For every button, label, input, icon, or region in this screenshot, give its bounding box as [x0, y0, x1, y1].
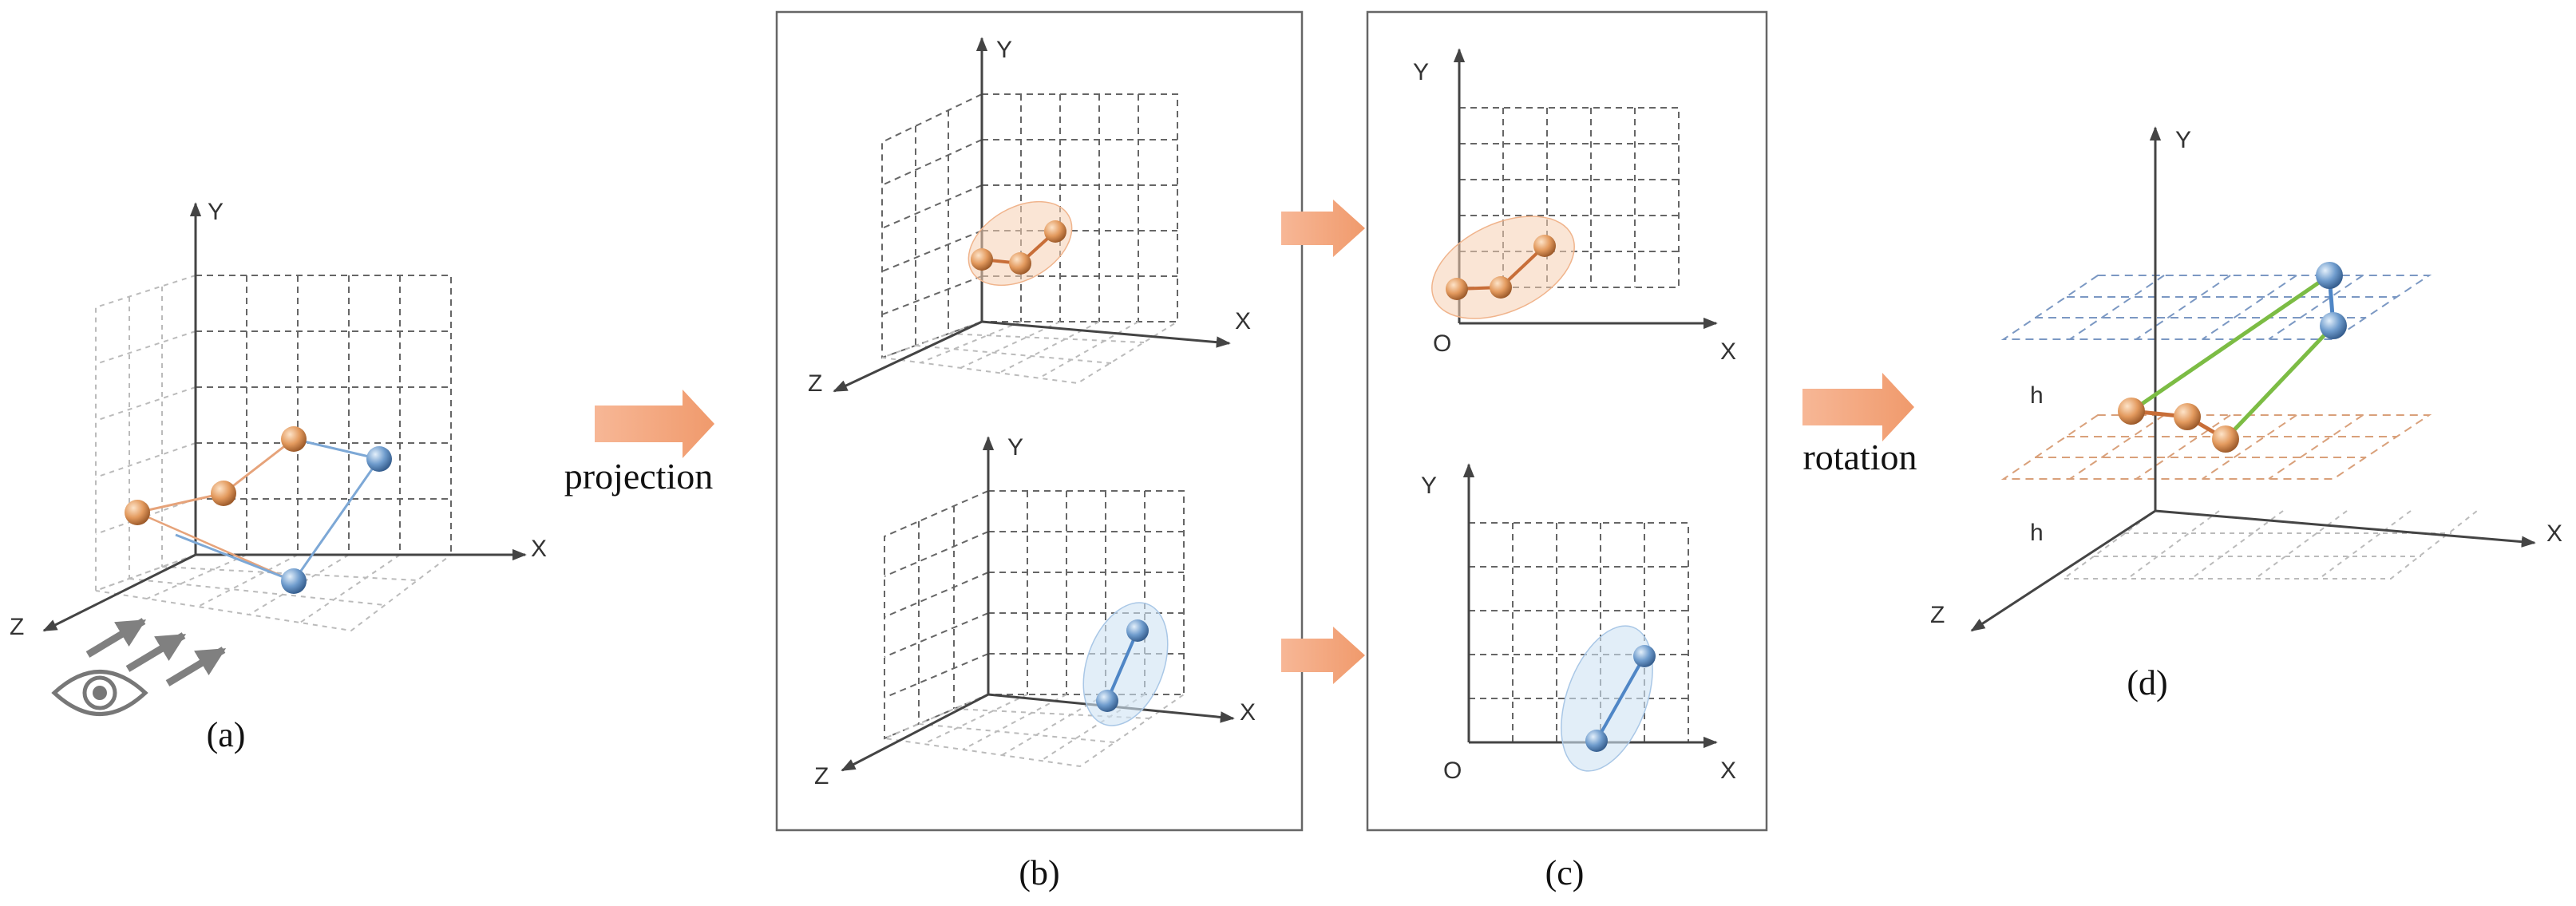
joint-orange — [281, 426, 307, 452]
joint-orange — [1490, 276, 1512, 299]
joint-blue — [1096, 690, 1118, 712]
panel-a-yz-grid — [95, 275, 196, 592]
panel-c-bottom-plot: Y X O — [1421, 463, 1736, 784]
panel-c-top-plot: Y X O — [1413, 48, 1736, 365]
blue-plane-grid — [2000, 275, 2432, 340]
panel-a-z-axis — [42, 553, 196, 632]
joint-orange — [2118, 398, 2145, 425]
joint-blue — [2316, 262, 2343, 289]
panel-d-z-axis — [1970, 509, 2156, 632]
panel-d-y-label: Y — [2175, 127, 2191, 153]
panel-b-bottom-x-label: X — [1240, 699, 1256, 726]
panel-c-top-x-label: X — [1720, 338, 1736, 365]
panel-b-top-z-label: Z — [808, 370, 822, 397]
joint-orange — [1009, 252, 1031, 275]
projection-label: projection — [564, 456, 714, 497]
height-label-upper: h — [2030, 382, 2044, 409]
orange-plane-grid — [2000, 414, 2432, 480]
joint-blue — [281, 568, 307, 594]
joint-orange — [1446, 278, 1468, 300]
height-label-lower: h — [2030, 520, 2044, 546]
panel-b-top-plot: Y X Z — [808, 37, 1251, 397]
blue-highlight-ellipse — [1082, 602, 1169, 726]
panel-c-bottom-y-label: Y — [1421, 473, 1437, 499]
joint-orange — [2174, 403, 2201, 430]
panel-c-top-y-label: Y — [1413, 59, 1429, 85]
panel-b-frame — [775, 10, 1304, 832]
panel-b-top-x-axis — [981, 320, 1231, 348]
rotation-arrow: rotation — [1802, 373, 1917, 477]
viewing-direction-arrows — [85, 618, 227, 686]
joint-blue — [366, 446, 392, 472]
panel-c-caption: (c) — [1545, 853, 1585, 892]
panel-b-bottom-z-label: Z — [814, 763, 829, 789]
orange-highlight-ellipse — [1431, 216, 1575, 319]
panel-b-bottom-z-axis — [841, 693, 989, 772]
panel-d-z-label: Z — [1930, 602, 1945, 628]
eye-icon — [51, 670, 148, 716]
panel-b-top-z-axis — [833, 320, 983, 393]
rotation-label: rotation — [1802, 437, 1917, 477]
panel-a-z-label: Z — [10, 614, 24, 640]
panel-a: Y X Z (a) — [10, 199, 547, 754]
panel-a-xy-grid — [195, 275, 452, 556]
panel-b-bottom-y-label: Y — [1007, 434, 1023, 461]
panel-d-caption: (d) — [2127, 663, 2167, 702]
panel-c-frame — [1366, 10, 1768, 832]
panel-c-bottom-x-label: X — [1720, 758, 1736, 784]
joint-blue — [1126, 619, 1149, 642]
panel-a-xz-grid — [95, 554, 452, 632]
joint-orange — [1044, 220, 1066, 243]
panel-d-x-label: X — [2546, 520, 2562, 547]
panel-a-x-label: X — [531, 536, 547, 562]
panel-b-bottom-plot: Y X Z — [814, 434, 1256, 789]
projection-arrow: projection — [564, 390, 714, 497]
joint-blue — [1585, 730, 1608, 752]
panel-b-caption: (b) — [1019, 853, 1059, 892]
joint-orange — [2212, 425, 2239, 453]
panel-c-bottom-origin: O — [1443, 758, 1462, 784]
panel-a-caption: (a) — [207, 715, 246, 754]
joint-orange — [211, 481, 236, 506]
panel-c-top-origin: O — [1433, 330, 1451, 357]
panel-a-skeleton — [125, 426, 392, 594]
panel-b-top-y-label: Y — [996, 37, 1012, 63]
joint-blue — [1633, 645, 1656, 667]
panel-d: Y X Z h h (d) — [1930, 126, 2562, 702]
ground-plane-grid — [2060, 510, 2478, 580]
orange-highlight-ellipse — [967, 200, 1073, 287]
b-to-c-arrow-bottom — [1281, 627, 1365, 684]
panel-a-y-label: Y — [208, 199, 224, 225]
joint-orange — [971, 248, 993, 271]
b-to-c-arrow-top — [1281, 200, 1365, 257]
joint-orange — [1533, 235, 1556, 257]
blue-highlight-ellipse — [1561, 625, 1653, 772]
joint-orange — [125, 500, 150, 525]
joint-blue — [2320, 312, 2347, 339]
panel-b-top-x-label: X — [1235, 308, 1251, 334]
panel-d-x-axis — [2155, 509, 2536, 548]
